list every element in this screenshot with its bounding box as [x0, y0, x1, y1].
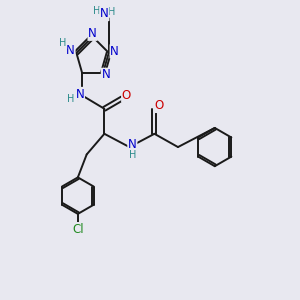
- Text: N: N: [128, 138, 137, 151]
- Text: O: O: [122, 89, 131, 102]
- Text: N: N: [110, 45, 119, 58]
- Text: O: O: [154, 99, 164, 112]
- Text: H: H: [59, 38, 67, 48]
- Text: N: N: [88, 27, 97, 40]
- Text: N: N: [66, 44, 75, 57]
- Text: H: H: [93, 6, 100, 16]
- Text: N: N: [76, 88, 84, 100]
- Text: N: N: [100, 8, 109, 20]
- Text: Cl: Cl: [72, 223, 84, 236]
- Text: H: H: [68, 94, 75, 104]
- Text: H: H: [108, 7, 116, 17]
- Text: H: H: [129, 150, 136, 160]
- Text: N: N: [101, 68, 110, 81]
